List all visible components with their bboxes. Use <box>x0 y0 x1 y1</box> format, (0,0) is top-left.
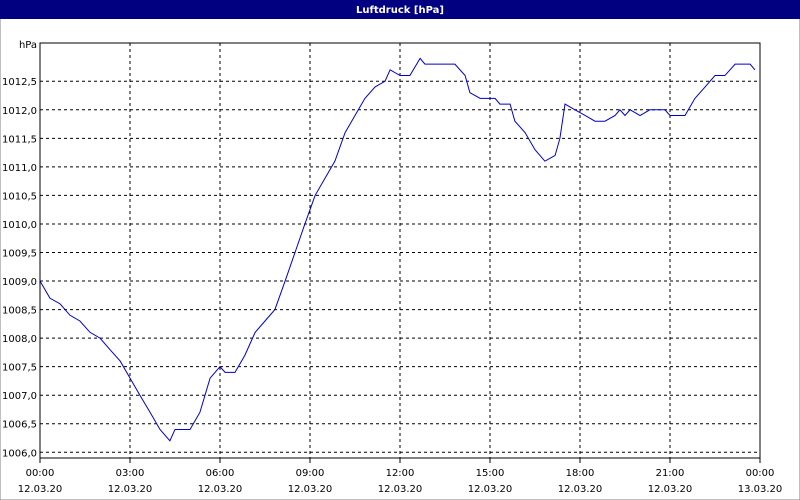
x-tick-date: 13.03.20 <box>738 484 783 495</box>
x-tick-label: 06:00 <box>206 468 235 479</box>
x-tick-date: 12.03.20 <box>468 484 513 495</box>
x-tick-date: 12.03.20 <box>18 484 63 495</box>
x-tick-label: 03:00 <box>116 468 145 479</box>
y-tick-label: 1006,5 <box>2 420 37 431</box>
x-tick-label: 18:00 <box>566 468 595 479</box>
x-tick-label: 09:00 <box>296 468 325 479</box>
y-tick-label: 1010,0 <box>2 220 37 231</box>
y-tick-label: 1012,0 <box>2 106 37 117</box>
data-line <box>39 57 756 442</box>
x-tick-label: 00:00 <box>746 468 775 479</box>
y-tick-label: 1008,0 <box>2 334 37 345</box>
x-tick-label: 12:00 <box>386 468 415 479</box>
x-tick-date: 12.03.20 <box>378 484 423 495</box>
y-tick-label: 1006,0 <box>2 448 37 459</box>
x-tick-label: 15:00 <box>476 468 505 479</box>
x-tick-date: 12.03.20 <box>288 484 333 495</box>
y-tick-label: 1008,5 <box>2 306 37 317</box>
title-bar <box>0 0 800 19</box>
y-tick-label: 1009,5 <box>2 248 37 259</box>
x-tick-date: 12.03.20 <box>648 484 693 495</box>
y-tick-label: 1007,5 <box>2 363 37 374</box>
x-tick-date: 12.03.20 <box>108 484 153 495</box>
y-axis-label: hPa <box>19 40 37 51</box>
y-tick-label: 1009,0 <box>2 277 37 288</box>
y-tick-label: 1012,5 <box>2 77 37 88</box>
y-tick-label: 1007,0 <box>2 391 37 402</box>
x-tick-label: 00:00 <box>26 468 55 479</box>
x-tick-label: 21:00 <box>656 468 685 479</box>
y-tick-label: 1011,5 <box>2 134 37 145</box>
x-tick-date: 12.03.20 <box>198 484 243 495</box>
y-tick-label: 1011,0 <box>2 163 37 174</box>
chart-title: Luftdruck [hPa] <box>356 5 444 16</box>
x-tick-date: 12.03.20 <box>558 484 603 495</box>
y-tick-label: 1010,5 <box>2 191 37 202</box>
